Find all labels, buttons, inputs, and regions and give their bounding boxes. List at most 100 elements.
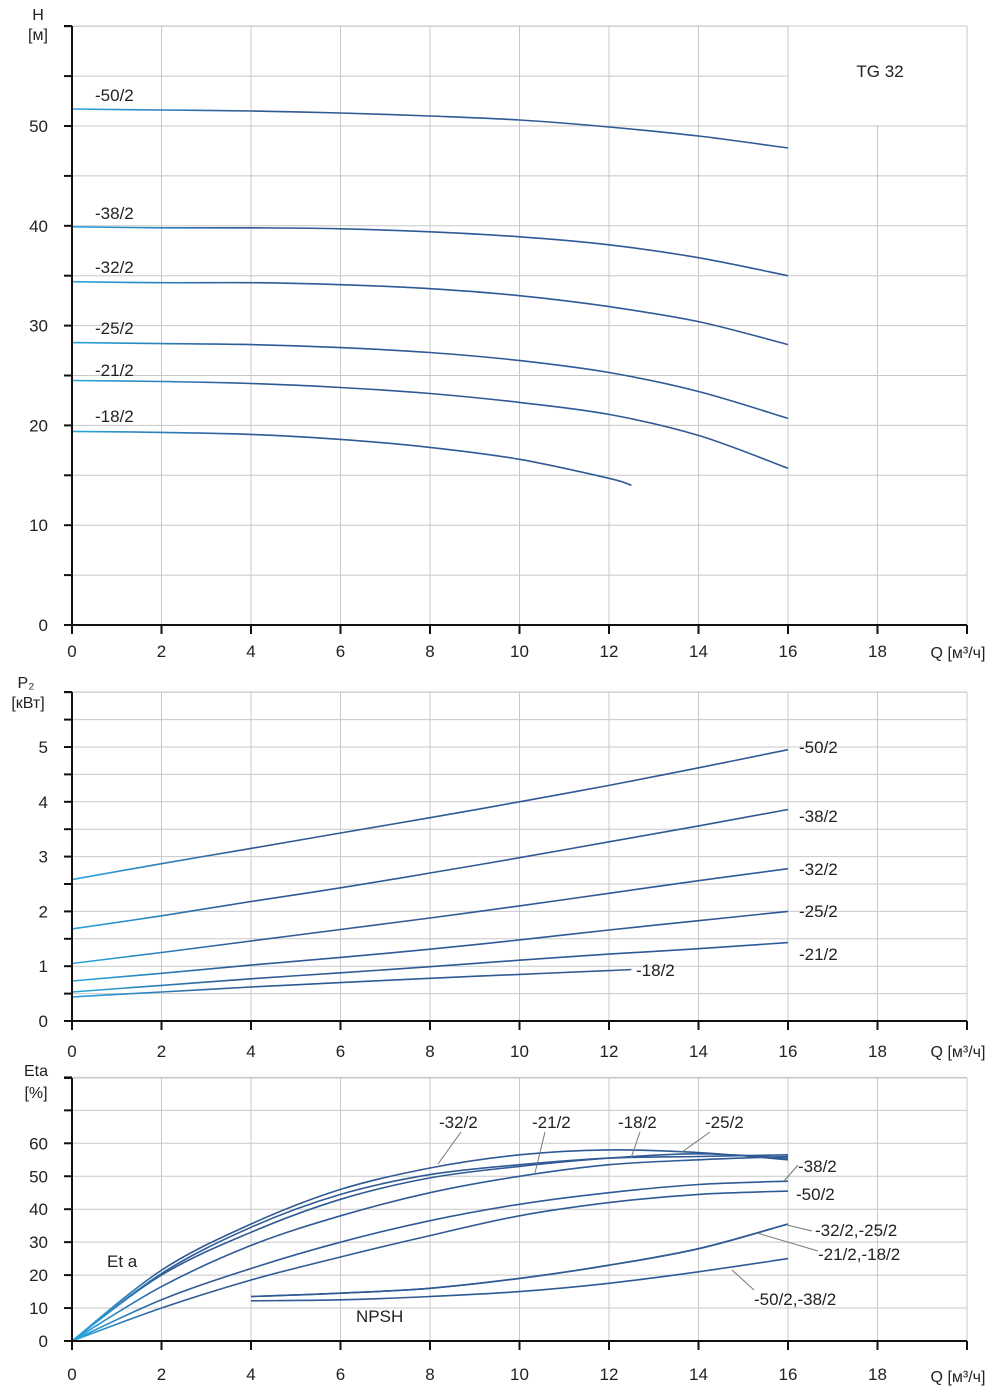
x-tick-label: 12 xyxy=(600,1042,619,1061)
x-tick-label: 14 xyxy=(689,1042,708,1061)
power-series-label: -25/2 xyxy=(799,902,838,921)
efficiency-series-label: -38/2 xyxy=(798,1157,837,1176)
series-curve xyxy=(71,280,789,346)
y-tick-label: 2 xyxy=(39,902,48,921)
y-tick-label: 30 xyxy=(29,1233,48,1252)
x-tick-label: 16 xyxy=(779,1042,798,1061)
npsh-series-label: -50/2,-38/2 xyxy=(754,1290,836,1309)
efficiency-grid xyxy=(64,1076,968,1341)
x-tick-label: 14 xyxy=(689,1365,708,1384)
x-tick-label: 0 xyxy=(67,642,76,661)
head-y-axis-unit: [м] xyxy=(28,27,48,44)
power-grid xyxy=(64,691,968,1021)
head-series-label: -32/2 xyxy=(95,258,134,277)
efficiency-series-label: -25/2 xyxy=(705,1113,744,1132)
y-tick-label: 20 xyxy=(29,416,48,435)
y-tick-label: 3 xyxy=(39,848,48,867)
y-tick-label: 0 xyxy=(39,616,48,635)
series-curve xyxy=(71,867,789,965)
x-tick-label: 4 xyxy=(246,1042,255,1061)
y-tick-label: 50 xyxy=(29,117,48,136)
y-tick-label: 4 xyxy=(39,793,48,812)
x-tick-label: 16 xyxy=(779,1365,798,1384)
npsh-annotation: NPSH xyxy=(356,1307,403,1326)
y-tick-label: 40 xyxy=(29,1200,48,1219)
y-tick-label: 10 xyxy=(29,516,48,535)
eta-annotation: Et a xyxy=(107,1252,138,1271)
x-tick-label: 8 xyxy=(425,642,434,661)
y-tick-label: 60 xyxy=(29,1134,48,1153)
x-tick-label: 6 xyxy=(336,1042,345,1061)
power-curves xyxy=(71,748,789,998)
npsh-series-label: -32/2,-25/2 xyxy=(815,1221,897,1240)
chart-title: TG 32 xyxy=(856,62,903,81)
power-x-axis-label: Q [м³/ч] xyxy=(931,1044,986,1061)
power-y-axis-label: P₂ xyxy=(18,675,35,692)
power-series-label: -38/2 xyxy=(799,807,838,826)
y-tick-label: 0 xyxy=(39,1012,48,1031)
series-curve xyxy=(71,1149,789,1342)
leader-line xyxy=(756,1232,819,1252)
power-axes xyxy=(64,692,968,1030)
power-series-label: -21/2 xyxy=(799,945,838,964)
x-tick-label: 18 xyxy=(868,1042,887,1061)
y-tick-label: 20 xyxy=(29,1266,48,1285)
series-curve xyxy=(71,226,789,277)
x-tick-label: 0 xyxy=(67,1365,76,1384)
x-tick-label: 16 xyxy=(779,642,798,661)
leader-line xyxy=(630,1131,641,1159)
x-tick-label: 2 xyxy=(157,642,166,661)
head-y-axis-label: H xyxy=(32,7,44,24)
head-series-label: -38/2 xyxy=(95,204,134,223)
x-tick-label: 0 xyxy=(67,1042,76,1061)
npsh-curve xyxy=(250,1257,789,1302)
y-tick-label: 40 xyxy=(29,217,48,236)
series-curve xyxy=(71,748,789,881)
x-tick-label: 8 xyxy=(425,1042,434,1061)
series-curve xyxy=(71,910,789,982)
x-tick-label: 12 xyxy=(600,642,619,661)
series-curve xyxy=(71,941,789,993)
head-series-label: -18/2 xyxy=(95,407,134,426)
leader-line xyxy=(437,1131,462,1165)
efficiency-x-axis-label: Q [м³/ч] xyxy=(931,1369,986,1386)
efficiency-series-label: -50/2 xyxy=(796,1185,835,1204)
x-tick-label: 6 xyxy=(336,1365,345,1384)
efficiency-series-label: -32/2 xyxy=(439,1113,478,1132)
series-curve xyxy=(71,1190,789,1342)
efficiency-tick-labels: 0 2 4 6 8 10 12 14 16 18 0 10 20 30 40 50 60 xyxy=(29,1134,887,1384)
head-tick-labels: 0 2 4 6 8 10 12 14 16 18 0 10 20 30 40 50 xyxy=(29,117,887,661)
power-y-axis-unit: [кВт] xyxy=(11,695,44,712)
series-curve xyxy=(71,1180,789,1342)
power-series-label: -32/2 xyxy=(799,860,838,879)
leader-line xyxy=(731,1269,755,1291)
efficiency-y-axis-unit: [%] xyxy=(24,1085,47,1102)
head-series-label: -21/2 xyxy=(95,361,134,380)
leader-line xyxy=(783,1164,799,1182)
series-curve xyxy=(71,108,789,149)
series-curve xyxy=(71,379,789,470)
x-tick-label: 10 xyxy=(510,642,529,661)
x-tick-label: 12 xyxy=(600,1365,619,1384)
leader-line xyxy=(534,1131,546,1174)
efficiency-axes xyxy=(64,1078,968,1350)
head-curves xyxy=(71,108,789,487)
x-tick-label: 14 xyxy=(689,642,708,661)
x-tick-label: 2 xyxy=(157,1042,166,1061)
series-curve xyxy=(71,968,632,998)
series-curve xyxy=(71,808,789,930)
x-tick-label: 10 xyxy=(510,1365,529,1384)
efficiency-y-axis-label: Eta xyxy=(24,1063,48,1080)
efficiency-series-label: -18/2 xyxy=(618,1113,657,1132)
head-chart: 0 2 4 6 8 10 12 14 16 18 0 10 20 30 40 50 H [м] Q [м³/ч… xyxy=(28,7,985,662)
head-grid xyxy=(64,25,968,625)
efficiency-curves xyxy=(71,1149,789,1342)
y-tick-label: 5 xyxy=(39,738,48,757)
series-curve xyxy=(71,1152,789,1342)
head-x-axis-label: Q [м³/ч] xyxy=(931,645,986,662)
y-tick-label: 0 xyxy=(39,1332,48,1351)
y-tick-label: 10 xyxy=(29,1299,48,1318)
x-tick-label: 18 xyxy=(868,1365,887,1384)
